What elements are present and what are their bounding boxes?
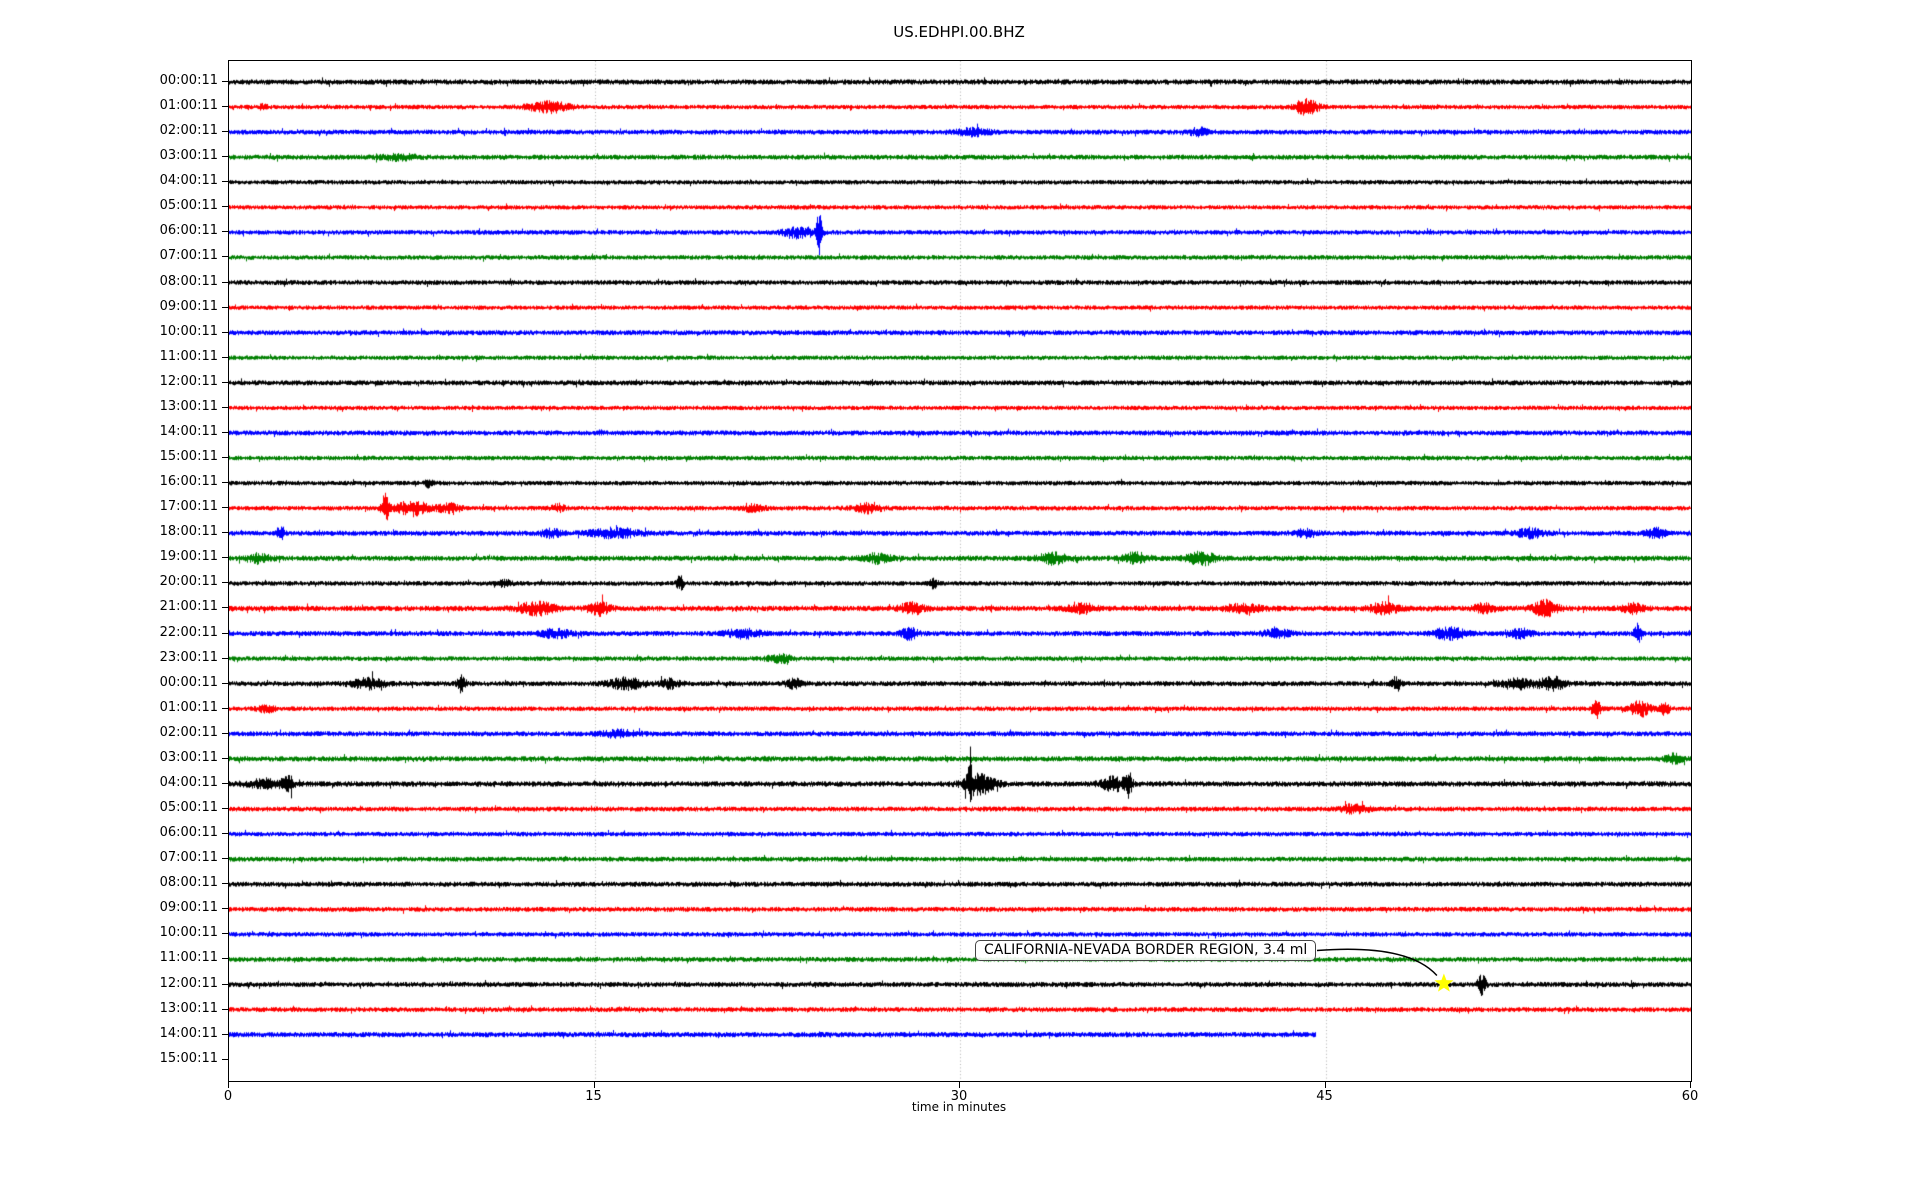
- y-tick-label: 11:00:11: [159, 348, 218, 364]
- y-tick-mark: [222, 858, 228, 860]
- y-tick-label: 20:00:11: [159, 574, 218, 590]
- y-tick-label: 02:00:11: [159, 724, 218, 740]
- x-tick-label: 15: [585, 1089, 602, 1104]
- y-tick-mark: [222, 833, 228, 835]
- y-tick-mark: [222, 632, 228, 634]
- y-tick-label: 05:00:11: [159, 800, 218, 816]
- y-tick-mark: [222, 1008, 228, 1010]
- y-tick-label: 12:00:11: [159, 975, 218, 991]
- y-tick-mark: [222, 983, 228, 985]
- plot-area: [228, 60, 1692, 1082]
- x-tick-label: 45: [1316, 1089, 1333, 1104]
- y-tick-label: 00:00:11: [159, 674, 218, 690]
- y-tick-mark: [222, 782, 228, 784]
- y-tick-mark: [222, 757, 228, 759]
- y-tick-label: 07:00:11: [159, 248, 218, 264]
- x-tick-label: 0: [223, 1089, 233, 1104]
- event-annotation: CALIFORNIA-NEVADA BORDER REGION, 3.4 ml: [975, 940, 1317, 961]
- x-tick-mark: [1324, 1082, 1326, 1088]
- x-tick-mark: [959, 1082, 960, 1088]
- y-tick-label: 04:00:11: [159, 173, 218, 189]
- seismogram-canvas: [229, 61, 1691, 1081]
- y-tick-mark: [222, 231, 228, 233]
- y-tick-mark: [222, 482, 228, 484]
- y-tick-mark: [222, 883, 228, 885]
- y-tick-label: 21:00:11: [159, 599, 218, 615]
- y-tick-mark: [222, 181, 228, 183]
- y-tick-label: 03:00:11: [159, 749, 218, 765]
- y-tick-label: 18:00:11: [159, 524, 218, 540]
- y-tick-label: 05:00:11: [159, 198, 218, 214]
- y-tick-mark: [222, 682, 228, 684]
- y-tick-label: 00:00:11: [159, 73, 218, 88]
- y-tick-mark: [222, 732, 228, 734]
- x-tick-label: 30: [950, 1089, 968, 1104]
- y-tick-label: 04:00:11: [159, 774, 218, 790]
- y-tick-mark: [222, 206, 228, 208]
- y-tick-mark: [222, 507, 228, 509]
- y-tick-label: 10:00:11: [159, 323, 218, 339]
- y-tick-mark: [222, 457, 228, 459]
- y-tick-label: 01:00:11: [159, 699, 218, 715]
- y-tick-mark: [222, 306, 228, 308]
- y-tick-mark: [222, 431, 228, 433]
- y-tick-mark: [222, 356, 228, 358]
- y-tick-label: 14:00:11: [159, 1025, 218, 1041]
- y-tick-mark: [222, 81, 228, 82]
- y-tick-mark: [222, 406, 228, 408]
- chart-title: US.EDHPI.00.BHZ: [893, 23, 1025, 41]
- y-tick-label: 17:00:11: [159, 499, 218, 515]
- y-tick-label: 14:00:11: [159, 423, 218, 439]
- y-tick-label: 06:00:11: [159, 825, 218, 841]
- y-tick-mark: [222, 1033, 228, 1035]
- y-tick-label: 16:00:11: [159, 474, 218, 490]
- x-tick-label: 60: [1681, 1089, 1699, 1104]
- x-tick-mark: [1690, 1082, 1691, 1088]
- y-tick-mark: [222, 958, 228, 960]
- y-tick-label: 11:00:11: [159, 950, 218, 966]
- y-tick-label: 09:00:11: [159, 298, 218, 314]
- y-tick-label: 07:00:11: [159, 850, 218, 866]
- y-tick-mark: [222, 607, 228, 609]
- y-tick-label: 13:00:11: [159, 1000, 218, 1016]
- y-tick-mark: [222, 381, 228, 383]
- y-tick-label: 09:00:11: [159, 900, 218, 916]
- y-tick-mark: [222, 532, 228, 534]
- y-tick-mark: [222, 156, 228, 158]
- x-tick-mark: [593, 1082, 595, 1088]
- y-tick-label: 22:00:11: [159, 624, 218, 640]
- x-tick-mark: [228, 1082, 229, 1088]
- y-tick-mark: [222, 281, 228, 283]
- y-tick-mark: [222, 106, 228, 108]
- y-tick-label: 23:00:11: [159, 649, 218, 665]
- y-tick-label: 08:00:11: [159, 875, 218, 891]
- y-tick-mark: [222, 707, 228, 709]
- y-tick-label: 13:00:11: [159, 398, 218, 414]
- y-tick-label: 08:00:11: [159, 273, 218, 289]
- y-tick-label: 02:00:11: [159, 123, 218, 139]
- y-tick-label: 12:00:11: [159, 373, 218, 389]
- y-tick-label: 01:00:11: [159, 98, 218, 114]
- y-tick-mark: [222, 808, 228, 810]
- y-tick-label: 03:00:11: [159, 148, 218, 164]
- y-tick-mark: [222, 582, 228, 584]
- y-tick-mark: [222, 1058, 228, 1060]
- y-tick-mark: [222, 131, 228, 133]
- y-tick-label: 15:00:11: [159, 1050, 218, 1066]
- y-tick-label: 10:00:11: [159, 925, 218, 941]
- y-tick-label: 19:00:11: [159, 549, 218, 565]
- y-tick-mark: [222, 331, 228, 333]
- y-tick-label: 15:00:11: [159, 449, 218, 465]
- y-tick-mark: [222, 908, 228, 910]
- x-axis-label: time in minutes: [911, 1100, 1007, 1114]
- y-tick-label: 06:00:11: [159, 223, 218, 239]
- y-tick-mark: [222, 933, 228, 935]
- y-tick-mark: [222, 256, 228, 258]
- y-tick-mark: [222, 557, 228, 559]
- y-tick-mark: [222, 657, 228, 659]
